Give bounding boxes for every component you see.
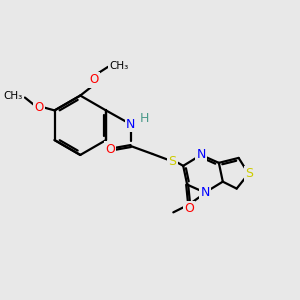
Text: O: O [105,142,115,155]
Text: N: N [126,118,135,131]
Text: N: N [200,186,210,199]
Text: CH₃: CH₃ [4,91,23,100]
Text: S: S [168,155,176,168]
Text: H: H [140,112,149,125]
Text: N: N [196,148,206,161]
Text: CH₃: CH₃ [109,61,128,71]
Text: O: O [34,101,44,114]
Text: S: S [245,167,253,180]
Text: O: O [89,73,99,86]
Text: O: O [184,202,194,215]
